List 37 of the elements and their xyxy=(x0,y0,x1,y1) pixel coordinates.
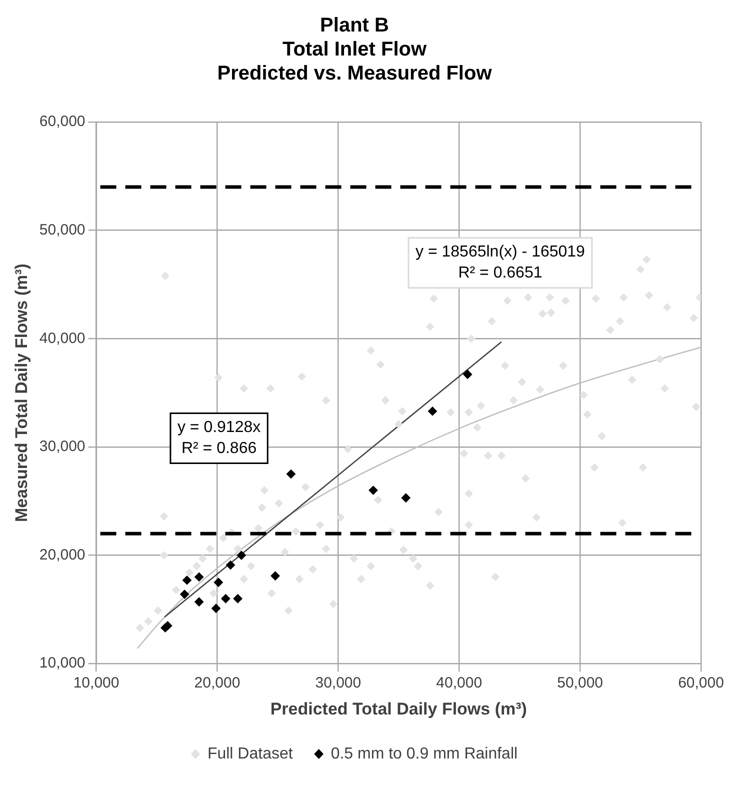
point xyxy=(236,550,246,560)
point xyxy=(428,406,438,416)
point xyxy=(401,493,410,502)
x-tick-label: 10,000 xyxy=(73,674,120,692)
point xyxy=(194,597,204,606)
y-tick-label: 50,000 xyxy=(39,221,86,238)
y-axis-title: Measured Total Daily Flows (m³) xyxy=(12,264,31,522)
line-series xyxy=(136,346,701,650)
point xyxy=(463,370,472,379)
point xyxy=(182,576,192,585)
x-tick-label: 50,000 xyxy=(557,674,603,692)
y-tick-label: 40,000 xyxy=(39,330,86,347)
x-tick-label: 60,000 xyxy=(678,674,724,692)
point xyxy=(221,594,230,604)
x-tick-label: 30,000 xyxy=(315,674,362,692)
y-tick-label: 10,000 xyxy=(39,654,86,672)
x-tick-label: 40,000 xyxy=(436,674,482,692)
point xyxy=(270,571,280,580)
y-tick-label: 30,000 xyxy=(39,438,86,456)
annotation: y = 0.9128x R² = 0.866 xyxy=(177,419,261,458)
legend-label: Full Dataset xyxy=(207,745,294,762)
y-tick-label: 20,000 xyxy=(39,546,86,564)
x-tick-label: 20,000 xyxy=(194,674,240,692)
annotation: y = 18565ln(x) - 165019 R² = 0.6651 xyxy=(416,244,586,282)
point xyxy=(214,578,223,587)
point xyxy=(163,621,172,630)
point xyxy=(226,560,236,570)
point xyxy=(194,572,204,582)
point xyxy=(286,470,296,479)
y-tick-label: 60,000 xyxy=(39,113,86,130)
chart-title: Plant B Total Inlet Flow Predicted vs. Measured Flow xyxy=(217,14,492,85)
point xyxy=(368,486,378,495)
point xyxy=(212,604,221,613)
legend-label: 0.5 mm to 0.9 mm Rainfall xyxy=(330,745,518,762)
point xyxy=(233,594,242,604)
point xyxy=(180,590,190,599)
x-axis-title: Predicted Total Daily Flows (m³) xyxy=(270,699,527,718)
